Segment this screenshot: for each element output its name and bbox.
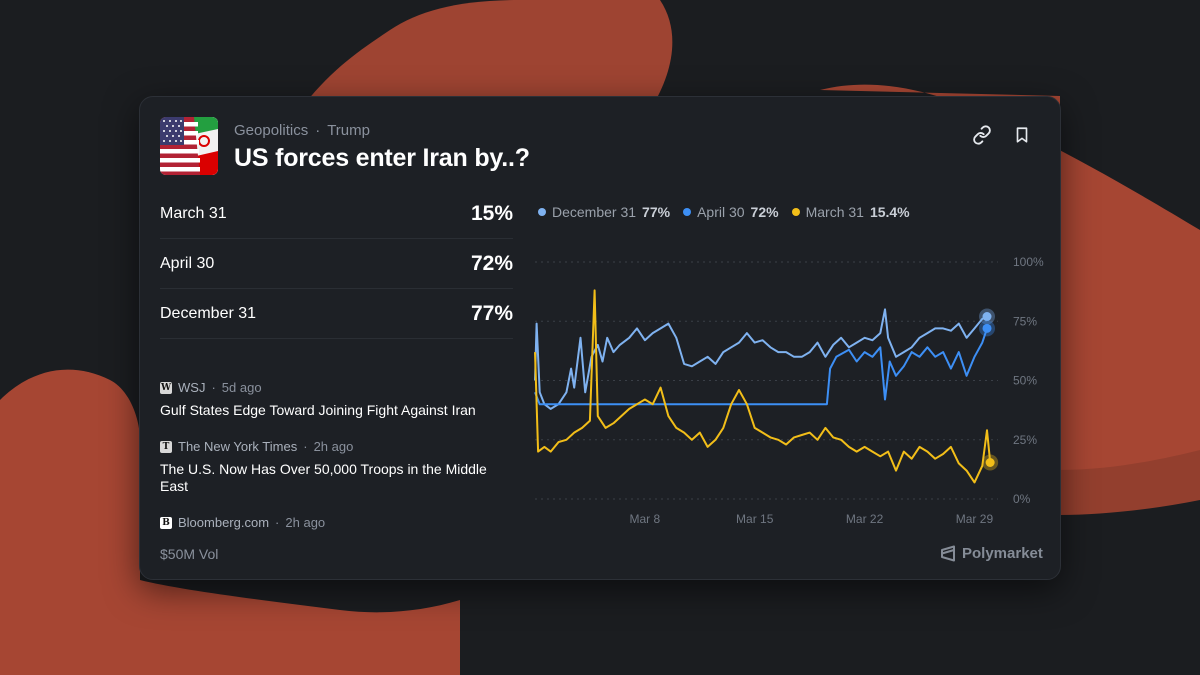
news-headline-link[interactable]: The U.S. Now Has Over 50,000 Troops in t… (160, 461, 487, 494)
series-end-marker (982, 323, 992, 333)
x-tick-label: Mar 15 (736, 512, 774, 526)
news-item: W WSJ · 5d ago Gulf States Edge Toward J… (160, 380, 513, 419)
news-age: 2h ago (285, 515, 326, 530)
news-headline-link[interactable]: Gulf States Edge Toward Joining Fight Ag… (160, 402, 476, 418)
legend-item-april-30[interactable]: April 30 72% (683, 204, 779, 220)
series-end-marker (982, 312, 992, 322)
nyt-logo-icon: T (160, 440, 172, 453)
x-tick-label: Mar 22 (846, 512, 884, 526)
news-separator: · (303, 439, 308, 454)
legend-name: December 31 (552, 204, 637, 220)
y-tick-label: 100% (1013, 255, 1044, 269)
wsj-logo-icon: W (160, 381, 172, 394)
breadcrumb-tag[interactable]: Trump (327, 122, 370, 139)
series-line-march-31 (534, 289, 992, 484)
bloomberg-logo-icon: B (160, 516, 172, 529)
news-source-name: Bloomberg.com (178, 515, 270, 530)
legend-item-december-31[interactable]: December 31 77% (538, 204, 670, 220)
y-tick-label: 50% (1013, 374, 1037, 388)
series-line-december-31 (534, 308, 988, 410)
outcome-list: March 31 15% April 30 72% December 31 77… (160, 189, 513, 339)
outcome-probability: 77% (470, 301, 513, 325)
news-source: W WSJ · 5d ago (160, 380, 513, 395)
legend-dot (538, 208, 546, 216)
outcome-name: April 30 (160, 254, 215, 272)
price-history-chart[interactable]: 0% 25% 50% 75% 100% Mar 8 Mar 15 Mar 22 Mar 29 (530, 247, 1050, 532)
y-tick-label: 25% (1013, 433, 1037, 447)
breadcrumb: Geopolitics · Trump (234, 122, 370, 139)
polymarket-logo-icon (941, 545, 955, 562)
legend-item-march-31[interactable]: March 31 15.4% (791, 204, 910, 220)
series-line-april-30 (534, 328, 988, 406)
share-link-button[interactable] (970, 123, 994, 147)
news-separator: · (275, 515, 280, 530)
market-card: Geopolitics · Trump US forces enter Iran… (139, 96, 1061, 580)
y-tick-label: 0% (1013, 492, 1031, 506)
legend-value: 72% (750, 204, 779, 220)
legend-name: March 31 (805, 204, 864, 220)
news-item: T The New York Times · 2h ago The U.S. N… (160, 439, 513, 495)
market-thumbnail (160, 117, 218, 175)
x-tick-label: Mar 29 (956, 512, 994, 526)
legend-name: April 30 (697, 204, 745, 220)
y-tick-label: 75% (1013, 314, 1037, 328)
news-source-name: The New York Times (178, 439, 298, 454)
chart-legend: December 31 77% April 30 72% March 31 15… (538, 204, 910, 220)
news-item: B Bloomberg.com · 2h ago (160, 515, 513, 530)
outcome-name: December 31 (160, 304, 257, 322)
series-end-marker (985, 458, 995, 468)
x-tick-label: Mar 8 (630, 512, 661, 526)
legend-dot (791, 208, 800, 216)
breadcrumb-category[interactable]: Geopolitics (234, 122, 309, 139)
outcome-row-december-31[interactable]: December 31 77% (160, 289, 513, 339)
news-source: T The New York Times · 2h ago (160, 439, 513, 454)
bookmark-icon (1016, 127, 1028, 143)
outcome-probability: 15% (470, 201, 513, 225)
outcome-probability: 72% (470, 251, 513, 275)
news-source: B Bloomberg.com · 2h ago (160, 515, 513, 530)
volume-label: $50M Vol (160, 546, 219, 562)
legend-value: 15.4% (869, 204, 910, 220)
legend-value: 77% (642, 204, 671, 220)
outcome-row-march-31[interactable]: March 31 15% (160, 189, 513, 239)
breadcrumb-separator: · (315, 122, 321, 139)
news-separator: · (211, 380, 216, 395)
brand-name: Polymarket (962, 545, 1043, 562)
polymarket-brand[interactable]: Polymarket (940, 545, 1043, 562)
link-icon (973, 125, 991, 145)
outcome-row-april-30[interactable]: April 30 72% (160, 239, 513, 289)
bookmark-button[interactable] (1010, 123, 1034, 147)
news-source-name: WSJ (178, 380, 206, 395)
news-age: 2h ago (313, 439, 354, 454)
outcome-name: March 31 (160, 204, 227, 222)
market-title: US forces enter Iran by..? (234, 144, 530, 172)
news-age: 5d ago (221, 380, 262, 395)
legend-dot (683, 208, 692, 216)
